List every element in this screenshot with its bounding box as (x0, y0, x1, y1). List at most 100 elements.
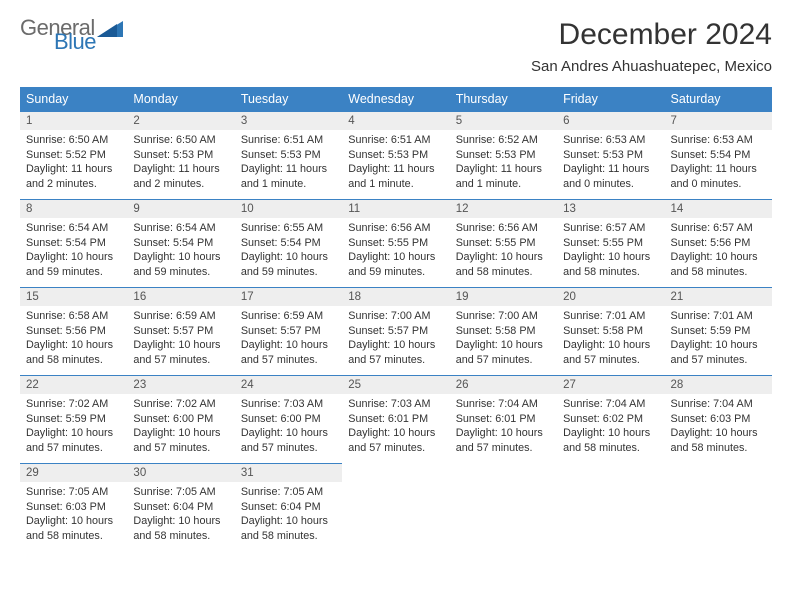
header: General Blue December 2024 San Andres Ah… (20, 18, 772, 83)
day-number: 22 (20, 375, 127, 394)
day-detail: Sunrise: 6:50 AMSunset: 5:52 PMDaylight:… (20, 130, 127, 197)
calendar-cell: 12Sunrise: 6:56 AMSunset: 5:55 PMDayligh… (450, 199, 557, 287)
calendar-cell: 14Sunrise: 6:57 AMSunset: 5:56 PMDayligh… (665, 199, 772, 287)
calendar-cell: 13Sunrise: 6:57 AMSunset: 5:55 PMDayligh… (557, 199, 664, 287)
day-number: 9 (127, 199, 234, 218)
calendar-cell: 2Sunrise: 6:50 AMSunset: 5:53 PMDaylight… (127, 111, 234, 199)
day-number: 12 (450, 199, 557, 218)
day-number: 8 (20, 199, 127, 218)
day-number: 16 (127, 287, 234, 306)
day-number: 17 (235, 287, 342, 306)
calendar-row: 15Sunrise: 6:58 AMSunset: 5:56 PMDayligh… (20, 287, 772, 375)
day-detail: Sunrise: 7:02 AMSunset: 5:59 PMDaylight:… (20, 394, 127, 461)
calendar-row: 29Sunrise: 7:05 AMSunset: 6:03 PMDayligh… (20, 463, 772, 551)
calendar-cell: 1Sunrise: 6:50 AMSunset: 5:52 PMDaylight… (20, 111, 127, 199)
day-detail: Sunrise: 6:54 AMSunset: 5:54 PMDaylight:… (127, 218, 234, 285)
weekday-header: Friday (557, 87, 664, 111)
day-detail: Sunrise: 7:01 AMSunset: 5:59 PMDaylight:… (665, 306, 772, 373)
calendar-cell: 19Sunrise: 7:00 AMSunset: 5:58 PMDayligh… (450, 287, 557, 375)
day-detail: Sunrise: 7:05 AMSunset: 6:03 PMDaylight:… (20, 482, 127, 549)
day-number: 3 (235, 111, 342, 130)
calendar-cell: 20Sunrise: 7:01 AMSunset: 5:58 PMDayligh… (557, 287, 664, 375)
day-number: 24 (235, 375, 342, 394)
day-detail: Sunrise: 6:59 AMSunset: 5:57 PMDaylight:… (235, 306, 342, 373)
calendar-cell: 11Sunrise: 6:56 AMSunset: 5:55 PMDayligh… (342, 199, 449, 287)
day-number: 20 (557, 287, 664, 306)
calendar-cell: 6Sunrise: 6:53 AMSunset: 5:53 PMDaylight… (557, 111, 664, 199)
calendar-cell: 28Sunrise: 7:04 AMSunset: 6:03 PMDayligh… (665, 375, 772, 463)
brand-text-blue: Blue (54, 32, 123, 52)
day-detail: Sunrise: 7:05 AMSunset: 6:04 PMDaylight:… (127, 482, 234, 549)
day-number: 29 (20, 463, 127, 482)
calendar-cell: 23Sunrise: 7:02 AMSunset: 6:00 PMDayligh… (127, 375, 234, 463)
day-number: 25 (342, 375, 449, 394)
day-detail: Sunrise: 6:54 AMSunset: 5:54 PMDaylight:… (20, 218, 127, 285)
day-number: 14 (665, 199, 772, 218)
title-block: December 2024 San Andres Ahuashuatepec, … (531, 18, 772, 83)
day-number: 30 (127, 463, 234, 482)
calendar-cell: 26Sunrise: 7:04 AMSunset: 6:01 PMDayligh… (450, 375, 557, 463)
calendar-cell (450, 463, 557, 551)
calendar-cell: 5Sunrise: 6:52 AMSunset: 5:53 PMDaylight… (450, 111, 557, 199)
calendar-cell: 22Sunrise: 7:02 AMSunset: 5:59 PMDayligh… (20, 375, 127, 463)
day-detail: Sunrise: 7:03 AMSunset: 6:01 PMDaylight:… (342, 394, 449, 461)
weekday-header: Sunday (20, 87, 127, 111)
day-detail: Sunrise: 6:53 AMSunset: 5:54 PMDaylight:… (665, 130, 772, 197)
day-detail: Sunrise: 6:56 AMSunset: 5:55 PMDaylight:… (342, 218, 449, 285)
day-number: 23 (127, 375, 234, 394)
day-detail: Sunrise: 7:04 AMSunset: 6:02 PMDaylight:… (557, 394, 664, 461)
day-detail: Sunrise: 6:50 AMSunset: 5:53 PMDaylight:… (127, 130, 234, 197)
day-number: 19 (450, 287, 557, 306)
calendar-cell: 25Sunrise: 7:03 AMSunset: 6:01 PMDayligh… (342, 375, 449, 463)
calendar-body: 1Sunrise: 6:50 AMSunset: 5:52 PMDaylight… (20, 111, 772, 551)
calendar-cell (557, 463, 664, 551)
calendar-cell: 21Sunrise: 7:01 AMSunset: 5:59 PMDayligh… (665, 287, 772, 375)
day-detail: Sunrise: 6:52 AMSunset: 5:53 PMDaylight:… (450, 130, 557, 197)
calendar-cell (665, 463, 772, 551)
weekday-header: Thursday (450, 87, 557, 111)
calendar-cell: 7Sunrise: 6:53 AMSunset: 5:54 PMDaylight… (665, 111, 772, 199)
calendar-row: 1Sunrise: 6:50 AMSunset: 5:52 PMDaylight… (20, 111, 772, 199)
calendar-cell: 17Sunrise: 6:59 AMSunset: 5:57 PMDayligh… (235, 287, 342, 375)
weekday-header-row: SundayMondayTuesdayWednesdayThursdayFrid… (20, 87, 772, 111)
location-text: San Andres Ahuashuatepec, Mexico (531, 58, 772, 75)
calendar-cell: 15Sunrise: 6:58 AMSunset: 5:56 PMDayligh… (20, 287, 127, 375)
calendar-cell: 27Sunrise: 7:04 AMSunset: 6:02 PMDayligh… (557, 375, 664, 463)
calendar-row: 22Sunrise: 7:02 AMSunset: 5:59 PMDayligh… (20, 375, 772, 463)
calendar-cell: 9Sunrise: 6:54 AMSunset: 5:54 PMDaylight… (127, 199, 234, 287)
day-number: 5 (450, 111, 557, 130)
day-detail: Sunrise: 7:05 AMSunset: 6:04 PMDaylight:… (235, 482, 342, 549)
calendar-cell: 31Sunrise: 7:05 AMSunset: 6:04 PMDayligh… (235, 463, 342, 551)
day-detail: Sunrise: 6:55 AMSunset: 5:54 PMDaylight:… (235, 218, 342, 285)
day-number: 18 (342, 287, 449, 306)
brand-logo: General Blue (20, 18, 123, 52)
day-detail: Sunrise: 6:57 AMSunset: 5:55 PMDaylight:… (557, 218, 664, 285)
calendar-cell: 3Sunrise: 6:51 AMSunset: 5:53 PMDaylight… (235, 111, 342, 199)
calendar-cell: 16Sunrise: 6:59 AMSunset: 5:57 PMDayligh… (127, 287, 234, 375)
weekday-header: Monday (127, 87, 234, 111)
calendar-row: 8Sunrise: 6:54 AMSunset: 5:54 PMDaylight… (20, 199, 772, 287)
day-number: 28 (665, 375, 772, 394)
day-number: 13 (557, 199, 664, 218)
calendar-cell: 18Sunrise: 7:00 AMSunset: 5:57 PMDayligh… (342, 287, 449, 375)
calendar-cell: 10Sunrise: 6:55 AMSunset: 5:54 PMDayligh… (235, 199, 342, 287)
day-detail: Sunrise: 7:02 AMSunset: 6:00 PMDaylight:… (127, 394, 234, 461)
month-title: December 2024 (531, 18, 772, 52)
day-detail: Sunrise: 7:00 AMSunset: 5:58 PMDaylight:… (450, 306, 557, 373)
day-number: 27 (557, 375, 664, 394)
weekday-header: Tuesday (235, 87, 342, 111)
calendar-cell: 29Sunrise: 7:05 AMSunset: 6:03 PMDayligh… (20, 463, 127, 551)
day-detail: Sunrise: 6:59 AMSunset: 5:57 PMDaylight:… (127, 306, 234, 373)
calendar-cell: 24Sunrise: 7:03 AMSunset: 6:00 PMDayligh… (235, 375, 342, 463)
day-number: 15 (20, 287, 127, 306)
calendar-cell (342, 463, 449, 551)
day-number: 26 (450, 375, 557, 394)
day-number: 11 (342, 199, 449, 218)
day-detail: Sunrise: 7:04 AMSunset: 6:03 PMDaylight:… (665, 394, 772, 461)
day-number: 31 (235, 463, 342, 482)
day-detail: Sunrise: 6:53 AMSunset: 5:53 PMDaylight:… (557, 130, 664, 197)
day-detail: Sunrise: 7:01 AMSunset: 5:58 PMDaylight:… (557, 306, 664, 373)
day-detail: Sunrise: 6:51 AMSunset: 5:53 PMDaylight:… (342, 130, 449, 197)
weekday-header: Saturday (665, 87, 772, 111)
weekday-header: Wednesday (342, 87, 449, 111)
